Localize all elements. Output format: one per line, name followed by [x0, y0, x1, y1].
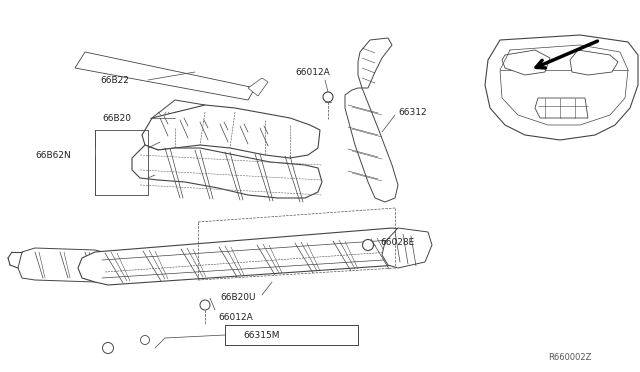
Polygon shape	[152, 100, 208, 128]
Text: 66B22: 66B22	[100, 76, 129, 84]
Circle shape	[362, 240, 374, 250]
Text: 66028E: 66028E	[380, 237, 414, 247]
Polygon shape	[485, 35, 638, 140]
Polygon shape	[142, 105, 320, 158]
Polygon shape	[382, 228, 432, 268]
Polygon shape	[358, 38, 392, 88]
Polygon shape	[18, 248, 120, 282]
Text: 66312: 66312	[398, 108, 427, 116]
Circle shape	[141, 336, 150, 344]
Polygon shape	[75, 52, 255, 100]
Circle shape	[102, 343, 113, 353]
Text: 66B20: 66B20	[102, 113, 131, 122]
Circle shape	[200, 300, 210, 310]
Polygon shape	[502, 50, 550, 75]
Text: 66B20U: 66B20U	[220, 294, 255, 302]
Text: R660002Z: R660002Z	[548, 353, 591, 362]
Polygon shape	[345, 88, 398, 202]
Text: 66B62N: 66B62N	[35, 151, 71, 160]
Polygon shape	[78, 228, 428, 285]
Text: 66315M: 66315M	[243, 330, 280, 340]
Polygon shape	[248, 78, 268, 96]
Text: 66012A: 66012A	[295, 67, 330, 77]
Polygon shape	[535, 98, 588, 118]
Circle shape	[323, 92, 333, 102]
Polygon shape	[132, 145, 322, 198]
Polygon shape	[570, 50, 618, 75]
Text: 66012A: 66012A	[218, 314, 253, 323]
